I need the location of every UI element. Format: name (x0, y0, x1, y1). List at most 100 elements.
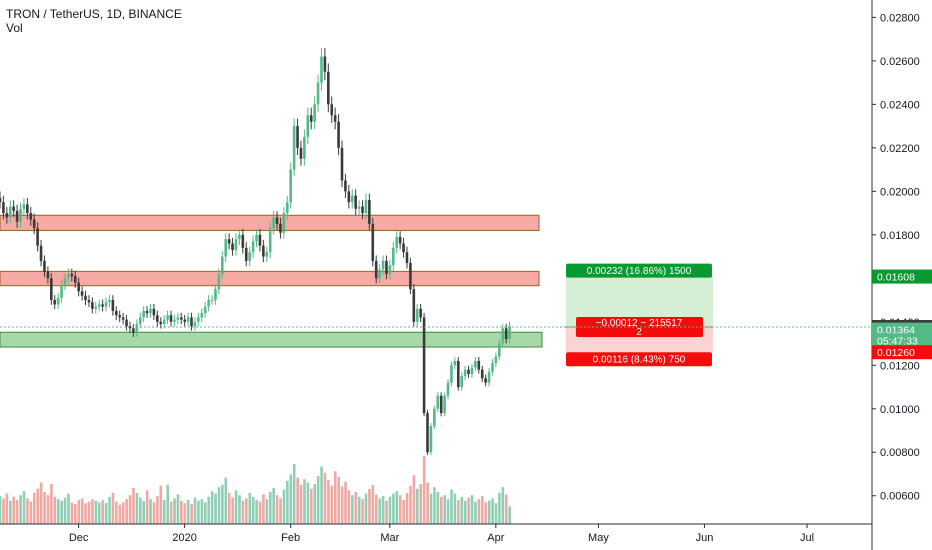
volume-bar (80, 498, 84, 524)
candle-body (419, 308, 422, 318)
candle-body (450, 365, 453, 383)
candle-body (210, 300, 214, 302)
candle-body (439, 395, 443, 414)
volume-bar (361, 499, 364, 524)
volume-bar (306, 482, 310, 524)
candle-body (347, 191, 351, 203)
candle-body (426, 413, 429, 453)
volume-bar (289, 474, 293, 524)
volume-bar (204, 502, 207, 524)
volume-bar (207, 496, 211, 524)
volume-bar (132, 488, 135, 524)
candle-body (433, 408, 436, 427)
volume-bar (484, 502, 488, 524)
candle-body (262, 245, 265, 257)
target-label-bg (566, 263, 712, 278)
candle-body (494, 356, 498, 364)
volume-bar (118, 504, 122, 524)
volume-bar (498, 492, 501, 524)
candle-body (460, 376, 463, 388)
volume-bar (275, 495, 279, 524)
candle-body (241, 234, 245, 248)
volume-bar (292, 464, 296, 524)
candle-body (296, 126, 299, 148)
candle-body (104, 302, 108, 307)
candle-body (350, 195, 354, 203)
volume-bar (0, 496, 2, 524)
volume-bar (494, 503, 498, 524)
candle-body (415, 308, 419, 322)
candle-body (5, 213, 9, 218)
candle-body (395, 236, 399, 248)
volume-bar (77, 500, 81, 524)
price-tag-bg (872, 333, 932, 348)
candle-body (118, 315, 121, 318)
volume-bar (12, 496, 16, 524)
volume-bar (405, 492, 409, 524)
volume-bar (340, 486, 344, 524)
candle-body (285, 202, 289, 214)
candle-body (405, 252, 409, 264)
y-tick-label: 0.01200 (880, 360, 920, 372)
volume-bar (210, 491, 214, 524)
x-tick-label: Jul (800, 532, 814, 544)
candle-body (207, 300, 210, 307)
volume-bar (166, 484, 169, 524)
volume-bar (272, 488, 275, 524)
volume-bar (433, 487, 436, 524)
candle-body (463, 369, 467, 377)
volume-bar (224, 477, 228, 524)
x-tick-label: Mar (380, 532, 399, 544)
volume-bar (9, 500, 12, 524)
candle-body (111, 300, 115, 311)
volume-bar (357, 496, 361, 524)
volume-bar (234, 490, 238, 524)
candle-body (73, 276, 77, 283)
volume-bar (378, 498, 382, 524)
position-tool[interactable]: 0.00232 (16.86%) 1500 0.00116 (8.43%) 750… (566, 263, 713, 367)
volume-bar (337, 476, 340, 524)
price-tag-bg (872, 269, 932, 284)
candle-body (504, 328, 508, 340)
volume-bar (217, 487, 221, 524)
volume-bar (241, 500, 245, 524)
candle-body (402, 243, 405, 253)
candle-body (46, 271, 50, 279)
volume-bar (409, 485, 412, 524)
price-tag-bg (872, 345, 932, 360)
volume-bar (279, 498, 282, 524)
price-tag: 05:47:33 (877, 335, 918, 347)
candle-body (56, 297, 60, 305)
candle-body (248, 252, 251, 261)
candle-body (145, 310, 149, 314)
center-label-bg (576, 317, 703, 338)
candle-body (60, 284, 63, 298)
volume-bar (115, 501, 118, 524)
y-tick-label: 0.00600 (880, 491, 920, 503)
price-tag: 0.01260 (877, 347, 915, 359)
candle-body (388, 265, 392, 274)
candle-body (159, 321, 163, 324)
candle-body (409, 263, 412, 290)
candle-body (39, 245, 43, 261)
candle-body (26, 204, 29, 214)
volume-bar (67, 493, 70, 524)
volume-bar (74, 504, 77, 524)
volume-bar (262, 494, 265, 524)
candle-body (101, 304, 104, 307)
volume-bar (186, 500, 190, 524)
candle-body (251, 241, 255, 253)
candle-body (258, 234, 262, 246)
volume-bar (327, 480, 330, 524)
volume-bar (402, 500, 405, 524)
center-sublabel: 2 (636, 327, 642, 338)
volume-bar (152, 502, 156, 524)
candle-body (132, 328, 135, 333)
candle-body (361, 206, 364, 214)
volume-bar (457, 500, 460, 524)
candle-body (94, 306, 98, 309)
candle-body (97, 304, 101, 307)
volume-bar (50, 484, 53, 524)
y-tick-label: 0.02800 (880, 12, 920, 24)
